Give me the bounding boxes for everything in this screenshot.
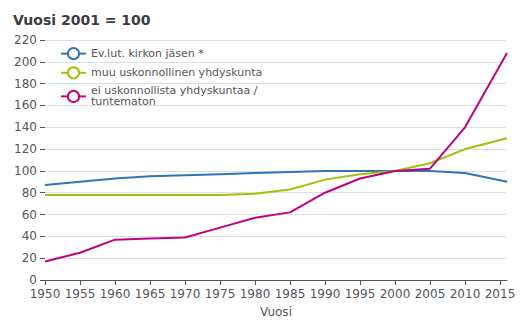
- svg-text:1995: 1995: [345, 287, 376, 301]
- svg-text:20: 20: [22, 251, 37, 265]
- svg-text:220: 220: [14, 33, 37, 47]
- svg-text:1960: 1960: [100, 287, 131, 301]
- svg-text:muu uskonnollinen yhdyskunta: muu uskonnollinen yhdyskunta: [91, 66, 262, 79]
- svg-text:120: 120: [14, 142, 37, 156]
- svg-text:1955: 1955: [65, 287, 96, 301]
- svg-text:2005: 2005: [415, 287, 446, 301]
- svg-text:2015: 2015: [485, 287, 516, 301]
- svg-text:Ev.lut. kirkon jäsen *: Ev.lut. kirkon jäsen *: [91, 47, 204, 60]
- svg-text:2010: 2010: [450, 287, 481, 301]
- svg-text:100: 100: [14, 164, 37, 178]
- svg-text:0: 0: [29, 273, 37, 287]
- svg-text:160: 160: [14, 98, 37, 112]
- svg-text:1975: 1975: [205, 287, 236, 301]
- svg-text:tuntematon: tuntematon: [91, 95, 156, 108]
- svg-text:180: 180: [14, 77, 37, 91]
- svg-text:1950: 1950: [30, 287, 61, 301]
- svg-text:1965: 1965: [135, 287, 166, 301]
- svg-text:1980: 1980: [240, 287, 271, 301]
- svg-text:80: 80: [22, 186, 37, 200]
- svg-text:140: 140: [14, 120, 37, 134]
- svg-text:1990: 1990: [310, 287, 341, 301]
- svg-text:40: 40: [22, 229, 37, 243]
- svg-text:1985: 1985: [275, 287, 306, 301]
- svg-text:Vuosi 2001 = 100: Vuosi 2001 = 100: [13, 12, 151, 28]
- svg-text:Vuosi: Vuosi: [260, 305, 292, 319]
- svg-text:200: 200: [14, 55, 37, 69]
- svg-text:60: 60: [22, 208, 37, 222]
- svg-text:2000: 2000: [380, 287, 411, 301]
- svg-text:ei uskonnollista yhdyskuntaa /: ei uskonnollista yhdyskuntaa /: [91, 84, 258, 98]
- svg-text:1970: 1970: [170, 287, 201, 301]
